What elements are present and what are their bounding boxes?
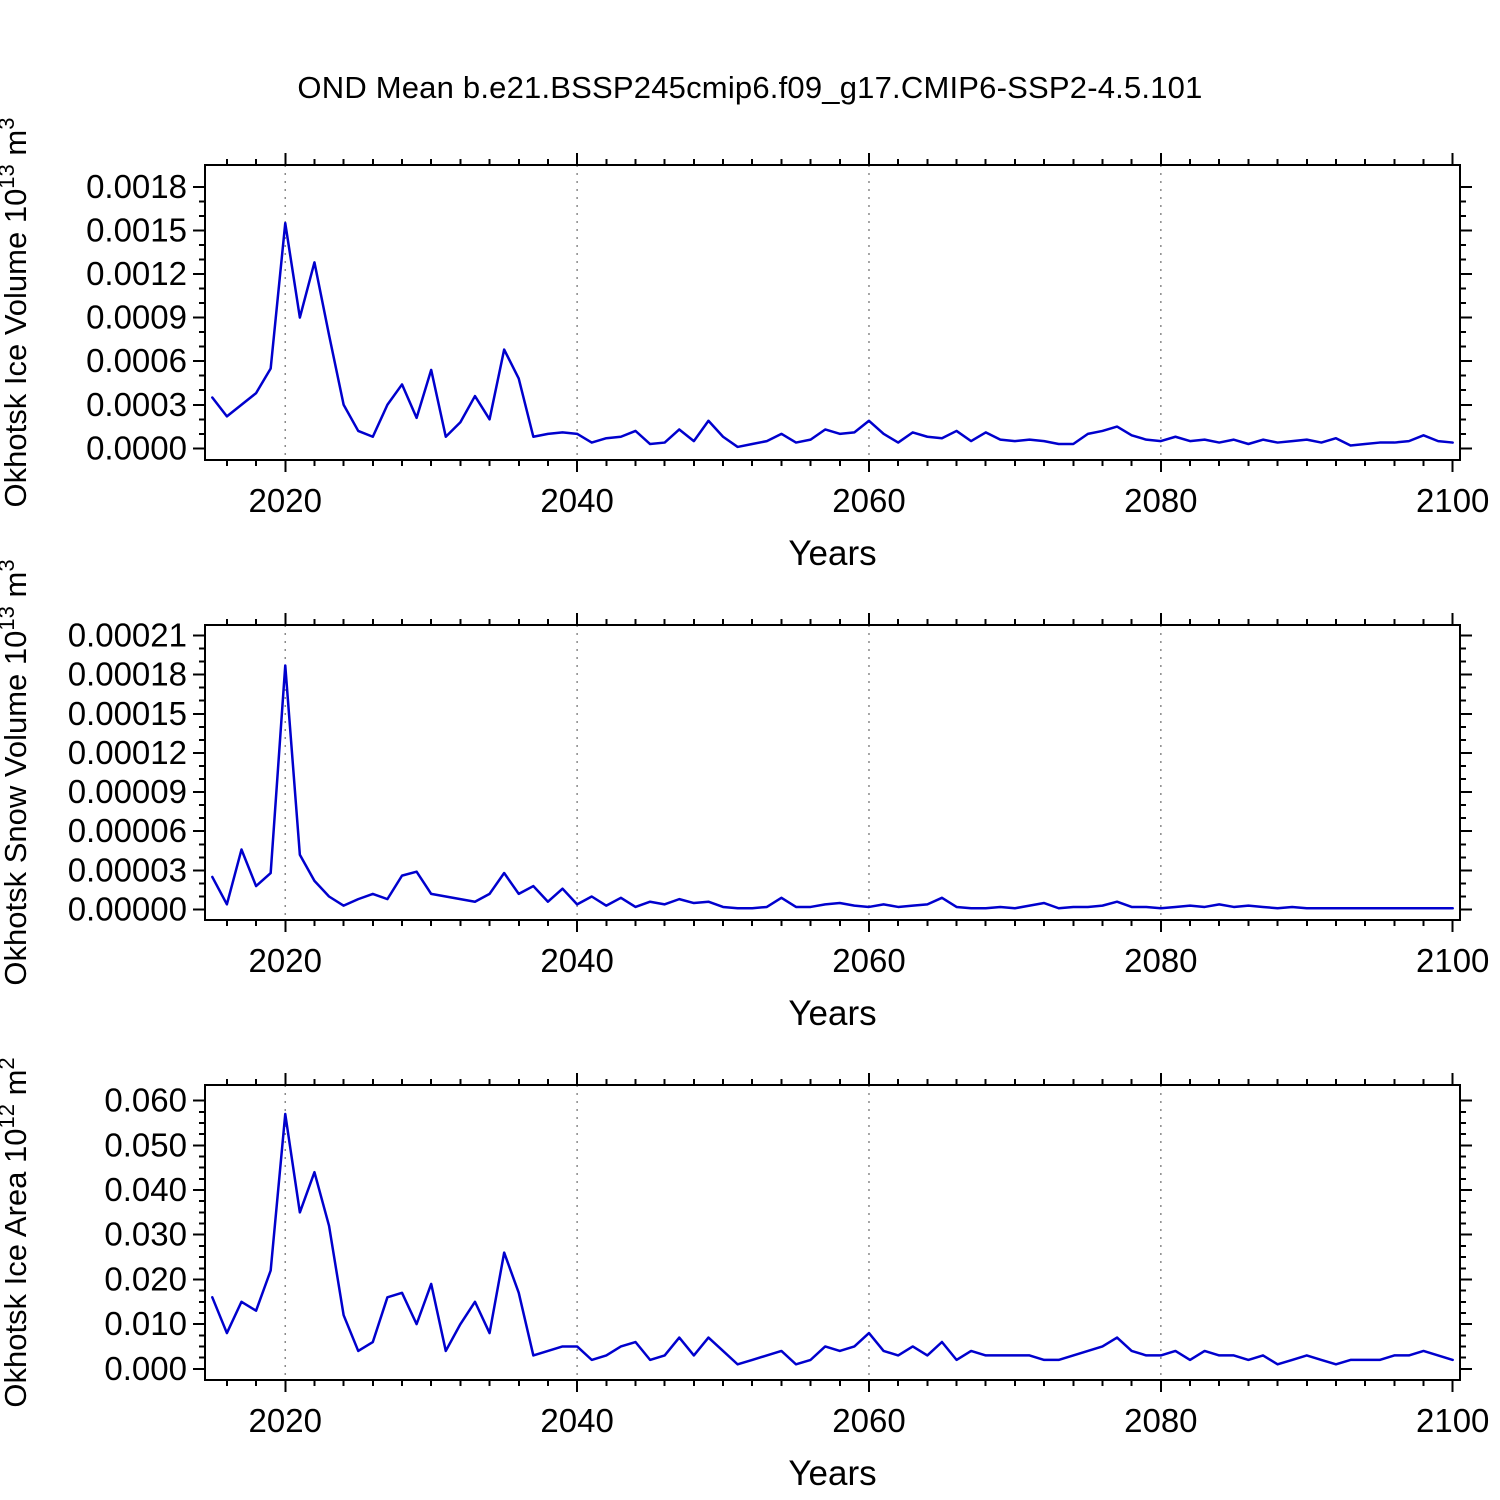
svg-text:0.050: 0.050 xyxy=(104,1126,187,1163)
plot-frame xyxy=(204,624,1461,921)
svg-text:2040: 2040 xyxy=(540,1402,613,1439)
svg-text:2100: 2100 xyxy=(1416,482,1489,519)
series-line xyxy=(211,664,1454,910)
svg-text:2040: 2040 xyxy=(540,942,613,979)
svg-text:2080: 2080 xyxy=(1124,942,1197,979)
y-axis-title: Okhotsk Snow Volume 1013 m3 xyxy=(0,559,33,985)
svg-text:0.0006: 0.0006 xyxy=(86,342,187,379)
svg-text:0.00003: 0.00003 xyxy=(68,851,187,888)
svg-text:2060: 2060 xyxy=(832,1402,905,1439)
svg-text:0.010: 0.010 xyxy=(104,1305,187,1342)
panel-snow-volume: 2020 2040 2060 2080 2100 0.00000 0.00003 0.0000… xyxy=(0,559,1500,1040)
panel-ice-volume: 2020 2040 2060 2080 2100 0.0000 0.0003 0.0006 0.… xyxy=(0,118,1500,580)
svg-text:0.00012: 0.00012 xyxy=(68,734,187,771)
series-line xyxy=(211,1112,1454,1366)
svg-text:0.0000: 0.0000 xyxy=(86,429,187,466)
axis-ticks xyxy=(193,1073,1472,1392)
svg-text:2060: 2060 xyxy=(832,942,905,979)
svg-text:0.00000: 0.00000 xyxy=(68,891,187,928)
svg-text:0.0018: 0.0018 xyxy=(86,168,187,205)
svg-text:0.00006: 0.00006 xyxy=(68,812,187,849)
svg-text:2100: 2100 xyxy=(1416,942,1489,979)
svg-text:2020: 2020 xyxy=(249,942,322,979)
svg-text:0.020: 0.020 xyxy=(104,1260,187,1297)
tick-labels: 2020 2040 2060 2080 2100 0.0000 0.0003 0.0006 0.… xyxy=(86,168,1489,519)
svg-text:2060: 2060 xyxy=(832,482,905,519)
svg-text:2020: 2020 xyxy=(249,482,322,519)
axis-ticks xyxy=(193,153,1472,472)
svg-text:0.060: 0.060 xyxy=(104,1082,187,1119)
ice-area-chart: 2020 2040 2060 2080 2100 0.000 0.010 0.020 0.030… xyxy=(0,1057,1489,1493)
svg-text:2100: 2100 xyxy=(1416,1402,1489,1439)
svg-text:2020: 2020 xyxy=(249,1402,322,1439)
svg-text:0.0003: 0.0003 xyxy=(86,386,187,423)
y-axis-title: Okhotsk Ice Area 1012 m2 xyxy=(0,1057,33,1407)
svg-text:2080: 2080 xyxy=(1124,1402,1197,1439)
svg-text:0.00009: 0.00009 xyxy=(68,773,187,810)
x-axis-title: Years xyxy=(788,534,876,573)
svg-text:0.0015: 0.0015 xyxy=(86,211,187,248)
svg-text:0.00021: 0.00021 xyxy=(68,616,187,653)
gridlines xyxy=(284,625,1162,920)
svg-text:0.000: 0.000 xyxy=(104,1350,187,1387)
plot-frame xyxy=(204,164,1461,461)
figure-title: OND Mean b.e21.BSSP245cmip6.f09_g17.CMIP… xyxy=(297,70,1203,105)
svg-text:0.0009: 0.0009 xyxy=(86,299,187,336)
svg-text:0.040: 0.040 xyxy=(104,1171,187,1208)
panel-ice-area: 2020 2040 2060 2080 2100 0.000 0.010 0.020 0.030… xyxy=(0,1040,1500,1500)
svg-text:0.030: 0.030 xyxy=(104,1216,187,1253)
svg-text:0.00015: 0.00015 xyxy=(68,695,187,732)
gridlines xyxy=(284,1085,1162,1380)
svg-text:0.00018: 0.00018 xyxy=(68,656,187,693)
svg-text:0.0012: 0.0012 xyxy=(86,255,187,292)
svg-text:2080: 2080 xyxy=(1124,482,1197,519)
axis-ticks xyxy=(193,613,1472,932)
svg-text:2040: 2040 xyxy=(540,482,613,519)
x-axis-title: Years xyxy=(788,994,876,1033)
x-axis-title: Years xyxy=(788,1454,876,1493)
snow-volume-chart: 2020 2040 2060 2080 21000.000000.000030.0000… xyxy=(0,559,1490,1033)
gridlines xyxy=(284,165,1162,460)
y-axis-title: Okhotsk Ice Volume 1013 m3 xyxy=(0,118,33,508)
tick-labels: 2020 2040 2060 2080 2100 0.000 0.010 0.020 0.030… xyxy=(104,1082,1489,1439)
plot-frame xyxy=(204,1084,1461,1381)
series-line xyxy=(211,221,1454,449)
ice-volume-chart: 2020 2040 2060 2080 2100 0.0000 0.0003 0.0006 0.… xyxy=(0,118,1489,573)
tick-labels: 2020 2040 2060 2080 21000.000000.000030.0000… xyxy=(68,616,1490,979)
